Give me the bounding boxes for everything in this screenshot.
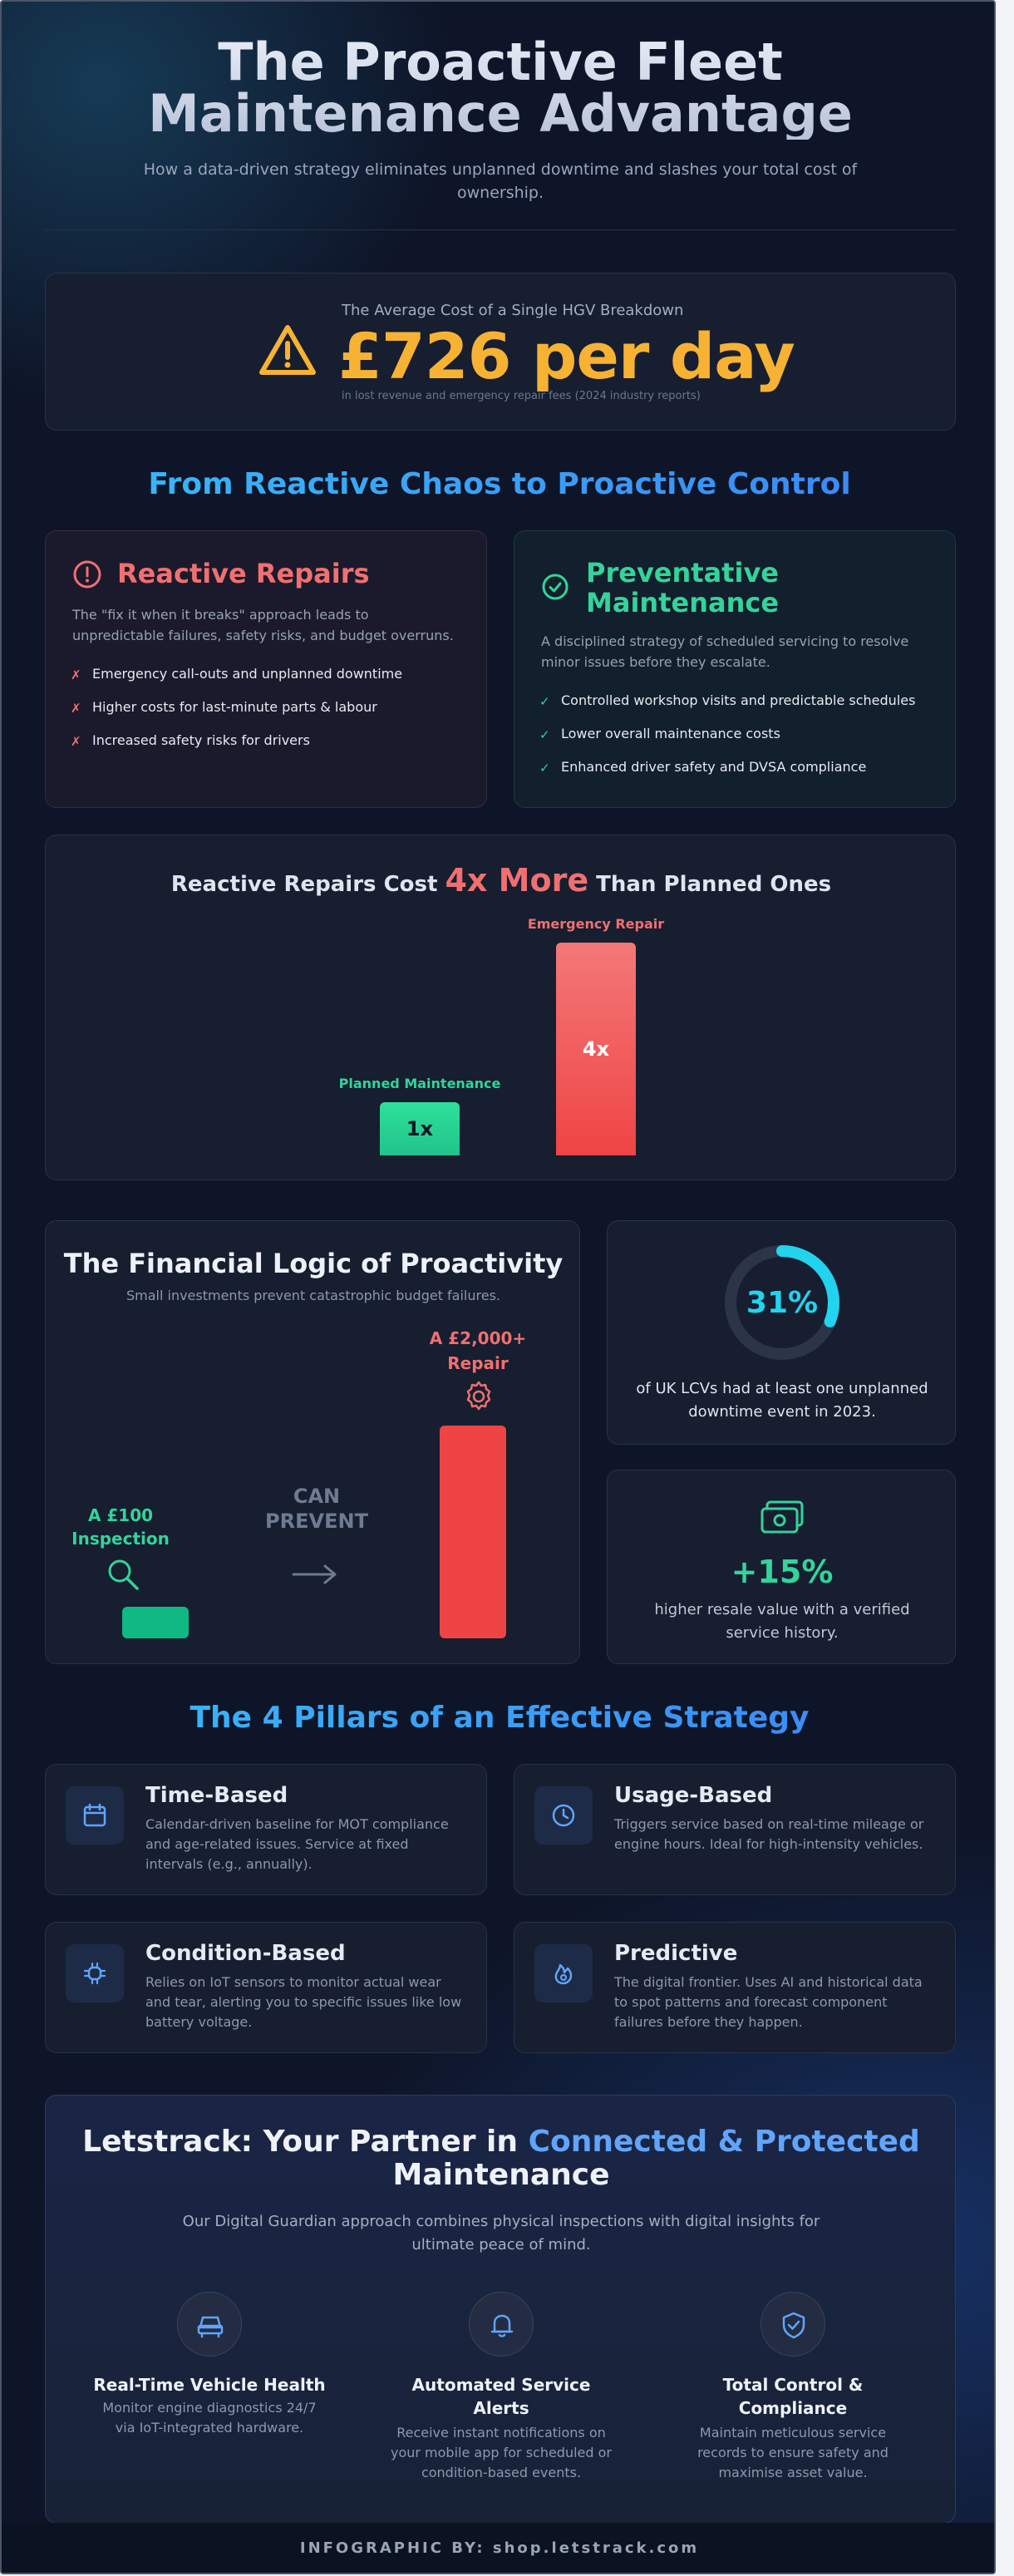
feature-title: Real-Time Vehicle Health <box>93 2375 326 2395</box>
feature-title: Automated Service Alerts <box>411 2375 591 2418</box>
hero-cost-card: The Average Cost of a Single HGV Breakdo… <box>45 273 956 431</box>
repair-bar <box>440 1426 506 1638</box>
gear-icon <box>461 1379 496 1417</box>
arrow-right-icon <box>290 1562 340 1590</box>
pillar-desc: The digital frontier. Uses AI and histor… <box>614 1974 923 2030</box>
chart-bar-value-label: 4x <box>582 1037 610 1061</box>
feature-desc: Receive instant notifications on your mo… <box>390 2425 612 2480</box>
page-subtitle: How a data-driven strategy eliminates un… <box>143 160 858 202</box>
section-title-reactive-vs-proactive: From Reactive Chaos to Proactive Control <box>2 467 994 501</box>
reactive-repairs-desc: The "fix it when it breaks" approach lea… <box>72 607 454 643</box>
pillar-title: Usage-Based <box>614 1783 773 1808</box>
downtime-donut <box>725 1245 839 1360</box>
pillar-desc: Triggers service based on real-time mile… <box>614 1816 924 1852</box>
inspection-bar <box>122 1607 189 1638</box>
check-circle-icon <box>541 573 569 604</box>
pillar-title: Time-Based <box>145 1783 288 1808</box>
resale-stat-value: +15% <box>731 1554 834 1590</box>
chart-bar <box>556 943 636 1155</box>
financial-logic-subtitle: Small investments prevent catastrophic b… <box>126 1288 501 1303</box>
page-title: The Proactive Fleet Maintenance Advantag… <box>35 37 966 140</box>
chart-bar <box>380 1102 460 1155</box>
financial-logic-card: The Financial Logic of Proactivity Small… <box>45 1220 580 1664</box>
feature-title: Total Control & Compliance <box>722 2375 864 2418</box>
chip-icon <box>66 1944 124 2002</box>
magnifier-icon <box>106 1557 140 1595</box>
partner-card: Letstrack: Your Partner in Connected & P… <box>45 2095 956 2524</box>
chart-title: Reactive Repairs Cost 4x More Than Plann… <box>170 862 832 899</box>
warning-icon <box>258 323 317 380</box>
bell-icon <box>469 2292 534 2357</box>
chart-bar-value-label: 1x <box>406 1117 434 1140</box>
hero-note: in lost revenue and emergency repair fee… <box>342 390 701 402</box>
preventative-maintenance-title: Preventative Maintenance <box>586 557 780 618</box>
downtime-stat-value: 31% <box>746 1286 819 1320</box>
chart-category-label: Emergency Repair <box>527 916 665 932</box>
resale-stat-text: higher resale value with a verified serv… <box>654 1601 910 1642</box>
financial-logic-title: The Financial Logic of Proactivity <box>63 1248 564 1279</box>
pillar-card-usage-based: Usage-Based Triggers service based on re… <box>514 1764 956 1895</box>
header-divider <box>45 229 956 230</box>
pillar-desc: Relies on IoT sensors to monitor actual … <box>145 1974 462 2030</box>
preventative-maintenance-desc: A disciplined strategy of scheduled serv… <box>541 633 909 670</box>
money-icon <box>759 1499 805 1540</box>
pillar-card-time-based: Time-Based Calendar-driven baseline for … <box>45 1764 487 1895</box>
can-prevent-label: CAN PREVENT <box>265 1485 368 1533</box>
downtime-stat-card: 31% of UK LCVs had at least one unplanne… <box>607 1220 956 1445</box>
section-title-pillars: The 4 Pillars of an Effective Strategy <box>2 1701 994 1735</box>
hero-amount: £726 per day <box>338 319 795 393</box>
pillar-desc: Calendar-driven baseline for MOT complia… <box>145 1816 449 1872</box>
partner-title: Letstrack: Your Partner in Connected & P… <box>82 2125 920 2192</box>
pillar-card-condition-based: Condition-Based Relies on IoT sensors to… <box>45 1922 487 2053</box>
car-icon <box>177 2292 242 2357</box>
alert-circle-icon <box>72 559 102 593</box>
flame-icon <box>534 1944 593 2002</box>
calendar-icon <box>66 1786 124 1845</box>
inspection-label: A £100 Inspection <box>71 1505 170 1549</box>
cost-comparison-chart-card: Reactive Repairs Cost 4x More Than Plann… <box>45 835 956 1180</box>
resale-stat-card: +15% higher resale value with a verified… <box>607 1470 956 1664</box>
feature-desc: Maintain meticulous service records to e… <box>697 2425 888 2480</box>
preventative-maintenance-card: Preventative Maintenance A disciplined s… <box>514 530 956 808</box>
clock-icon <box>534 1786 593 1845</box>
cost-comparison-bars: 1x Planned Maintenance 4x Emergency Repair <box>46 835 957 1181</box>
repair-label: A £2,000+ Repair <box>429 1328 527 1373</box>
pillar-card-predictive: Predictive The digital frontier. Uses AI… <box>514 1922 956 2053</box>
pillar-title: Predictive <box>614 1941 738 1966</box>
reactive-repairs-card: Reactive Repairs The "fix it when it bre… <box>45 530 487 808</box>
downtime-stat-text: of UK LCVs had at least one unplanned do… <box>636 1380 928 1421</box>
hero-label: The Average Cost of a Single HGV Breakdo… <box>342 302 684 319</box>
footer-credit: INFOGRAPHIC BY: shop.letstrack.com <box>2 2523 994 2573</box>
feature-desc: Monitor engine diagnostics 24/7 via IoT-… <box>102 2400 317 2436</box>
pillar-title: Condition-Based <box>145 1941 346 1966</box>
partner-desc: Our Digital Guardian approach combines p… <box>182 2213 820 2253</box>
reactive-repairs-title: Reactive Repairs <box>117 558 370 589</box>
shield-check-icon <box>760 2292 825 2357</box>
chart-category-label: Planned Maintenance <box>338 1076 501 1091</box>
